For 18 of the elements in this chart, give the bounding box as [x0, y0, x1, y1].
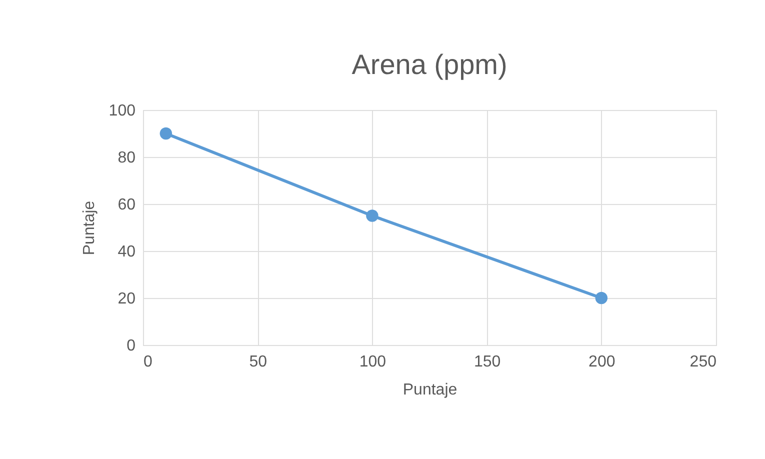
y-tick-label: 0: [126, 338, 136, 354]
point: [160, 127, 172, 140]
x-tick-label: 150: [474, 354, 501, 370]
y-tick-label: 40: [118, 244, 136, 260]
x-tick-label: 250: [690, 354, 717, 370]
y-tick-label: 20: [118, 290, 136, 308]
x-axis-title: Puntaje: [402, 382, 458, 398]
point: [366, 210, 378, 222]
x-tick-label: 100: [359, 354, 386, 370]
y-axis-title: Puntaje: [80, 200, 98, 256]
x-tick-label: 200: [588, 354, 616, 370]
y-tick-label: 80: [118, 150, 136, 166]
y-tick-label: 60: [118, 196, 136, 214]
y-tick-label: 100: [108, 102, 136, 120]
point: [595, 292, 608, 304]
x-tick-label: 50: [249, 354, 268, 370]
x-tick-label: 0: [144, 354, 152, 370]
chart-title: Arena (ppm): [352, 49, 508, 80]
